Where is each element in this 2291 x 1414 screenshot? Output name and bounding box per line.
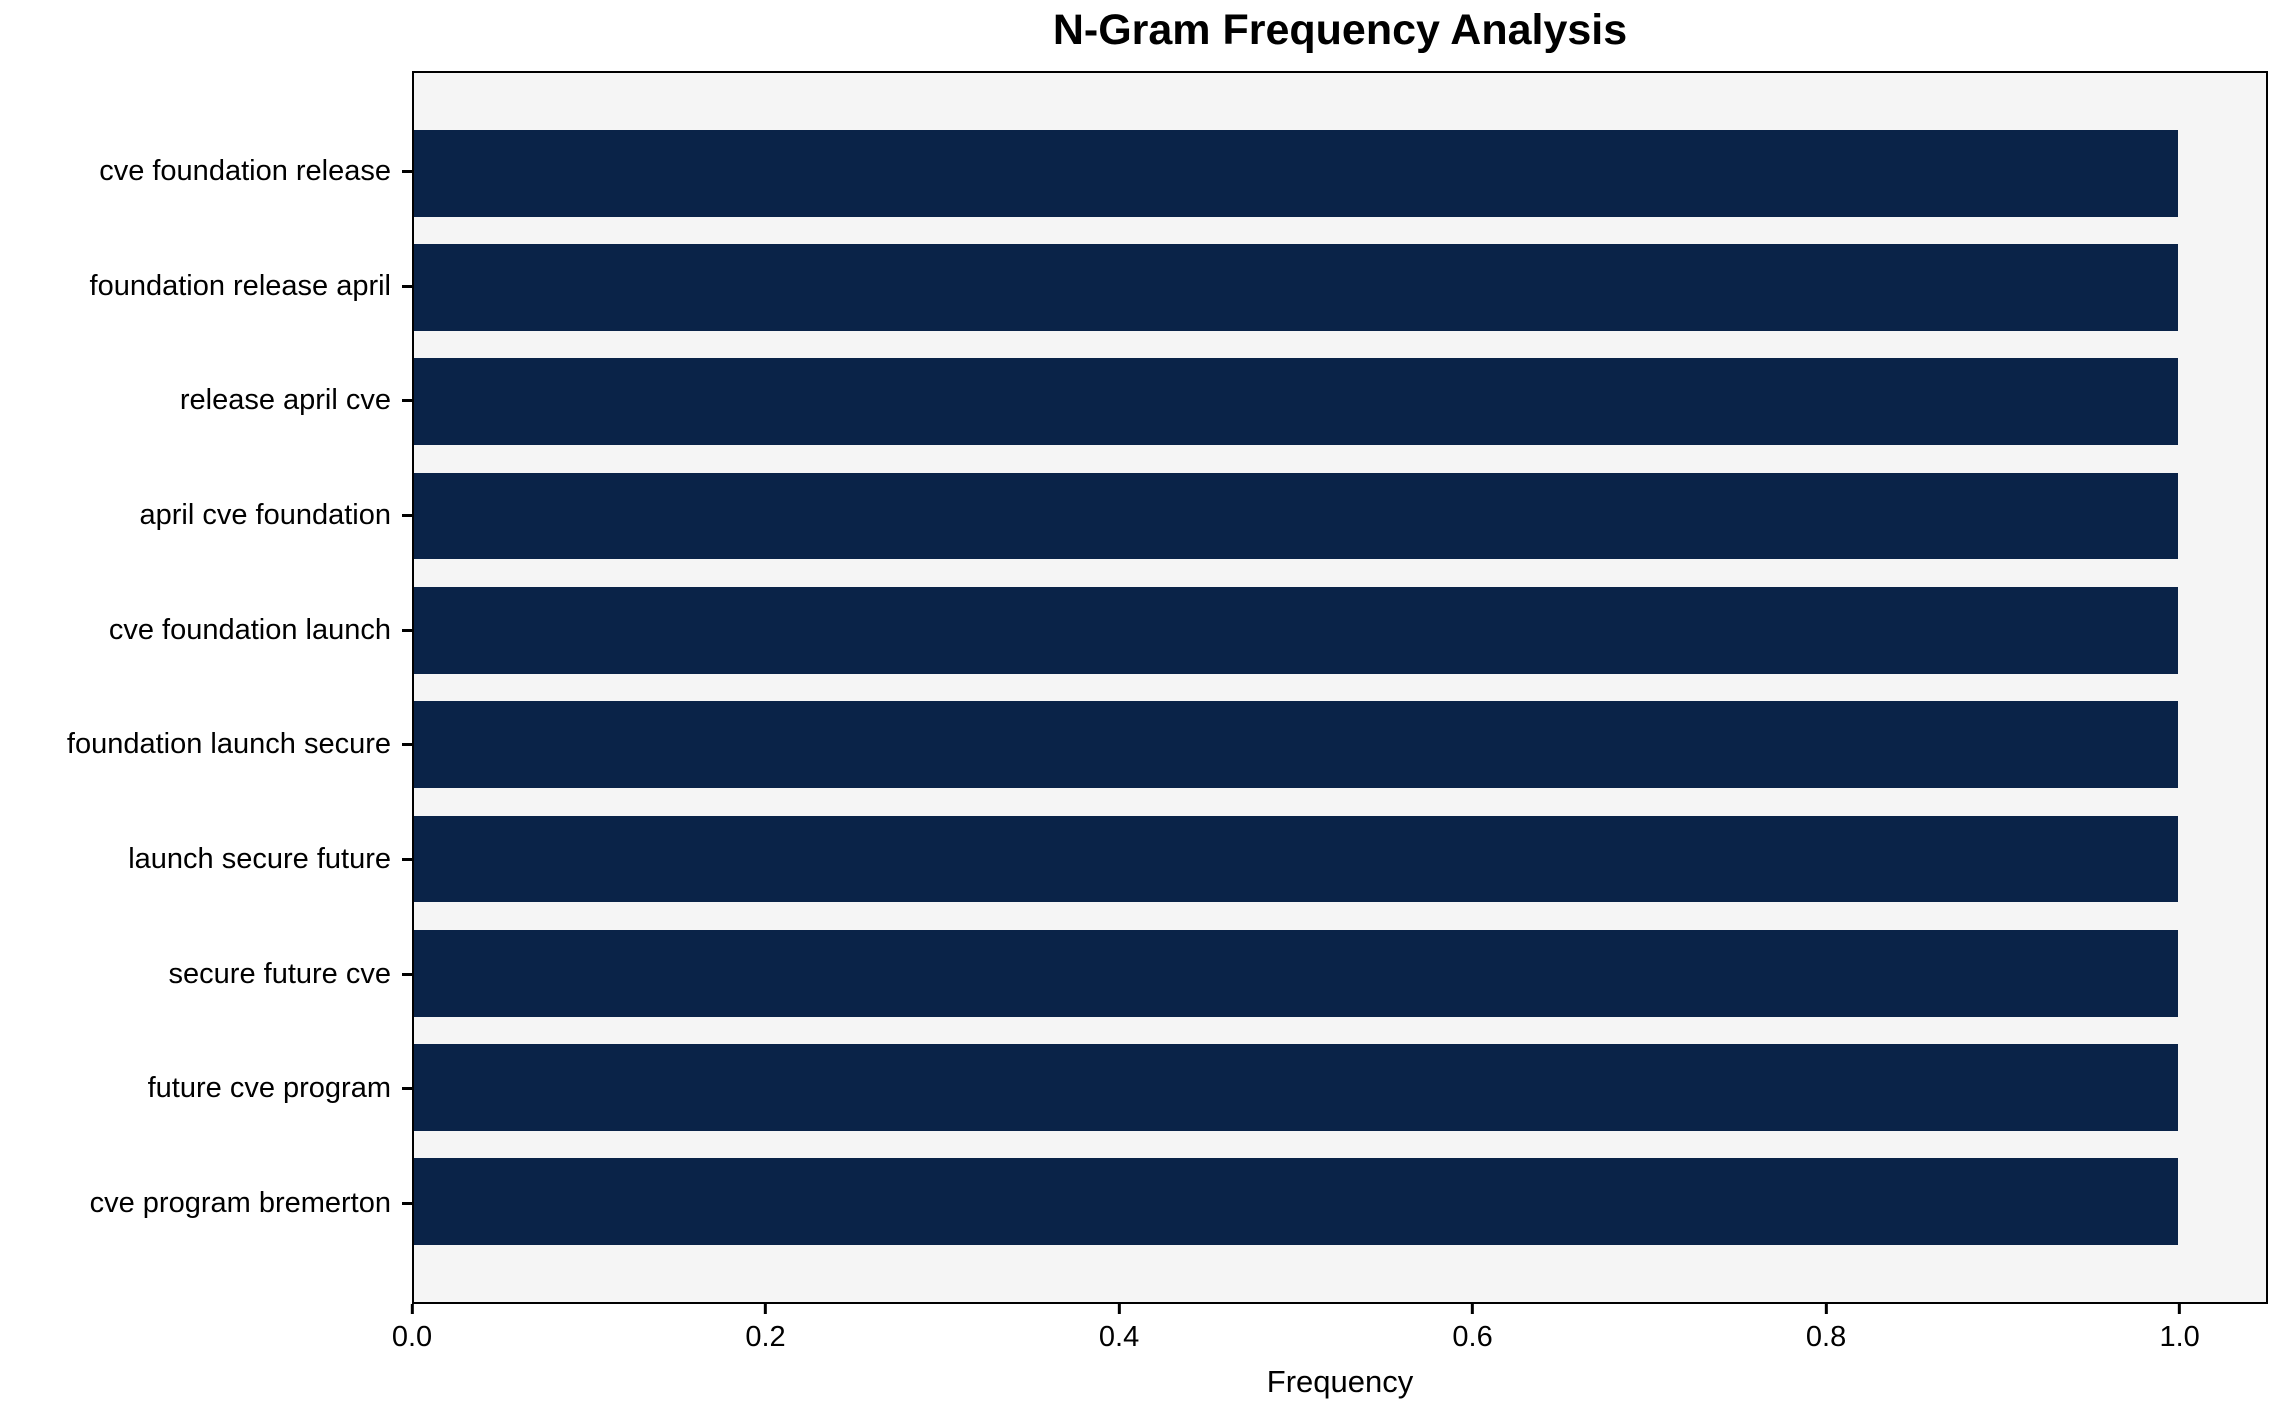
x-tick-mark bbox=[2178, 1304, 2182, 1314]
y-tick-label: april cve foundation bbox=[139, 498, 392, 531]
y-tick-row: cve foundation release bbox=[0, 114, 412, 229]
bar-row bbox=[414, 459, 2266, 573]
y-tick-mark bbox=[402, 513, 412, 517]
y-tick-mark bbox=[402, 972, 412, 976]
x-tick: 0.0 bbox=[392, 1304, 432, 1354]
y-tick-row: future cve program bbox=[0, 1032, 412, 1147]
bar-row bbox=[414, 116, 2266, 230]
x-tick-mark bbox=[764, 1304, 768, 1314]
y-tick-mark bbox=[402, 628, 412, 632]
y-tick-mark bbox=[402, 743, 412, 747]
bar-row bbox=[414, 230, 2266, 344]
bar-row bbox=[414, 687, 2266, 801]
bars-container bbox=[414, 73, 2266, 1302]
y-tick-label: secure future cve bbox=[168, 957, 391, 990]
y-tick-label: launch secure future bbox=[128, 843, 391, 876]
x-tick-label: 0.6 bbox=[1452, 1321, 1493, 1353]
y-tick-label: foundation release april bbox=[89, 269, 391, 302]
bar bbox=[414, 701, 2178, 789]
y-tick-mark bbox=[402, 858, 412, 862]
x-tick-label: 0.8 bbox=[1805, 1321, 1847, 1353]
y-tick-mark bbox=[402, 284, 412, 288]
bar bbox=[414, 244, 2178, 331]
bar bbox=[414, 929, 2178, 1017]
y-tick-row: secure future cve bbox=[0, 917, 412, 1032]
y-tick-label: release april cve bbox=[179, 384, 391, 417]
chart-title: N-Gram Frequency Analysis bbox=[1052, 6, 1628, 54]
y-tick-row: release april cve bbox=[0, 343, 412, 458]
x-tick: 0.4 bbox=[1099, 1304, 1139, 1354]
bar bbox=[414, 815, 2178, 903]
bar-row bbox=[414, 1030, 2266, 1144]
y-tick-mark bbox=[402, 399, 412, 403]
y-tick-label: foundation launch secure bbox=[66, 728, 391, 761]
y-tick-label: cve foundation release bbox=[99, 154, 391, 187]
y-tick-mark bbox=[402, 1202, 412, 1206]
x-tick-mark bbox=[1824, 1304, 1828, 1314]
x-axis: 0.0 0.2 0.4 0.6 0.8 1.0 bbox=[392, 1304, 2268, 1374]
x-tick: 0.6 bbox=[1452, 1304, 1493, 1354]
x-tick: 0.2 bbox=[745, 1304, 786, 1354]
bar-row bbox=[414, 916, 2266, 1030]
bar bbox=[414, 129, 2178, 217]
bar-row bbox=[414, 345, 2266, 459]
bar-row bbox=[414, 1145, 2266, 1259]
x-tick-label: 0.0 bbox=[391, 1321, 433, 1353]
bar-row bbox=[414, 802, 2266, 916]
plot-area bbox=[412, 71, 2268, 1304]
x-tick: 0.8 bbox=[1806, 1304, 1846, 1354]
y-tick-label: cve program bremerton bbox=[89, 1187, 391, 1220]
x-tick-mark bbox=[1471, 1304, 1475, 1314]
y-axis-labels: cve foundation release foundation release… bbox=[0, 71, 412, 1304]
x-tick: 1.0 bbox=[2159, 1304, 2200, 1354]
x-tick-label: 0.2 bbox=[745, 1321, 786, 1353]
bar bbox=[414, 358, 2178, 446]
y-tick-mark bbox=[402, 169, 412, 173]
bar bbox=[414, 1044, 2178, 1131]
bar bbox=[414, 1158, 2178, 1246]
bar-row bbox=[414, 573, 2266, 687]
y-tick-row: launch secure future bbox=[0, 802, 412, 917]
y-tick-row: foundation launch secure bbox=[0, 688, 412, 803]
y-tick-label: cve foundation launch bbox=[108, 613, 391, 646]
y-tick-row: foundation release april bbox=[0, 229, 412, 344]
x-axis-label: Frequency bbox=[1266, 1364, 1414, 1399]
x-tick-mark bbox=[1117, 1304, 1121, 1314]
bar bbox=[414, 472, 2178, 560]
x-tick-mark bbox=[410, 1304, 414, 1314]
y-tick-mark bbox=[402, 1087, 412, 1091]
y-tick-label: future cve program bbox=[147, 1072, 391, 1105]
y-tick-row: cve program bremerton bbox=[0, 1146, 412, 1261]
x-tick-label: 0.4 bbox=[1098, 1321, 1140, 1353]
x-tick-label: 1.0 bbox=[2159, 1321, 2200, 1353]
y-tick-row: cve foundation launch bbox=[0, 573, 412, 688]
bar bbox=[414, 586, 2178, 674]
y-tick-row: april cve foundation bbox=[0, 458, 412, 573]
